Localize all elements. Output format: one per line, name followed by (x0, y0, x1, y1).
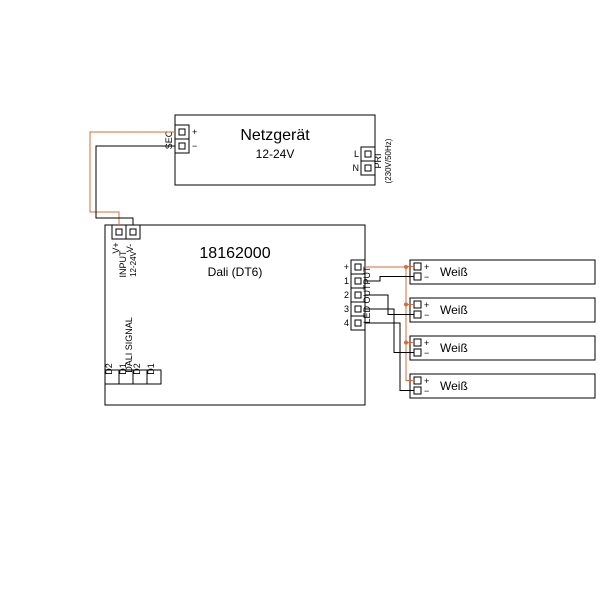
wire-ch3 (365, 309, 414, 353)
strip-1-label: Weiß (440, 303, 468, 317)
input-sub: 12-24V (129, 250, 138, 276)
wiring-diagram: Netzgerät 12-24V + − SEC L N PRI (230V/5… (0, 0, 600, 600)
led-strips: + − Weiß + − Weiß + − Weiß + − (410, 260, 595, 398)
strip-3-minus: − (424, 386, 429, 396)
psu-pri-N: N (353, 163, 360, 173)
strip-3-plus: + (424, 376, 429, 386)
input-label: INPUT (118, 250, 128, 278)
psu-sec-minus: − (192, 141, 197, 151)
out-1: 1 (344, 276, 349, 286)
strip-2-plus: + (424, 338, 429, 348)
strip-0-label: Weiß (440, 265, 468, 279)
strip-2-label: Weiß (440, 341, 468, 355)
out-4: 4 (344, 318, 349, 328)
dali-label: DALI SIGNAL (124, 317, 134, 373)
dali-d1b: D1 (146, 363, 156, 375)
psu-pri-L: L (354, 149, 359, 159)
strip-2-minus: − (424, 348, 429, 358)
psu-pri-label: PRI (373, 153, 383, 168)
controller-subtitle: Dali (DT6) (208, 265, 263, 279)
wire-ch1 (365, 277, 414, 282)
psu-pri-terminals: L N PRI (230V/50Hz) (353, 138, 394, 183)
controller-dali-terminals: D2 D1 D2 D1 DALI SIGNAL (104, 317, 161, 384)
psu-sec-plus: + (192, 127, 197, 137)
out-3: 3 (344, 304, 349, 314)
strip-3-label: Weiß (440, 379, 468, 393)
psu-subtitle: 12-24V (256, 147, 295, 161)
led-strip-2: + − Weiß (410, 336, 595, 360)
led-strip-0: + − Weiß (410, 260, 595, 284)
dali-d2a: D2 (104, 363, 114, 375)
psu-sec-terminals: + − SEC (164, 125, 197, 153)
out-2: 2 (344, 290, 349, 300)
controller-input-terminals: V+ V- INPUT 12-24V (111, 225, 140, 278)
out-plus: + (344, 262, 349, 272)
strip-0-plus: + (424, 262, 429, 272)
wire-psu-minus (96, 146, 175, 225)
led-strip-1: + − Weiß (410, 298, 595, 322)
psu-block: Netzgerät 12-24V + − SEC L N PRI (230V/5… (164, 115, 393, 185)
led-strip-3: + − Weiß (410, 374, 595, 398)
strip-1-plus: + (424, 300, 429, 310)
controller-block: 18162000 Dali (DT6) V+ V- INPUT 12-24V D… (104, 225, 372, 405)
psu-pri-sub: (230V/50Hz) (384, 138, 393, 183)
strip-0-minus: − (424, 272, 429, 282)
psu-title: Netzgerät (240, 127, 310, 144)
strip-1-minus: − (424, 310, 429, 320)
controller-title: 18162000 (199, 245, 270, 262)
